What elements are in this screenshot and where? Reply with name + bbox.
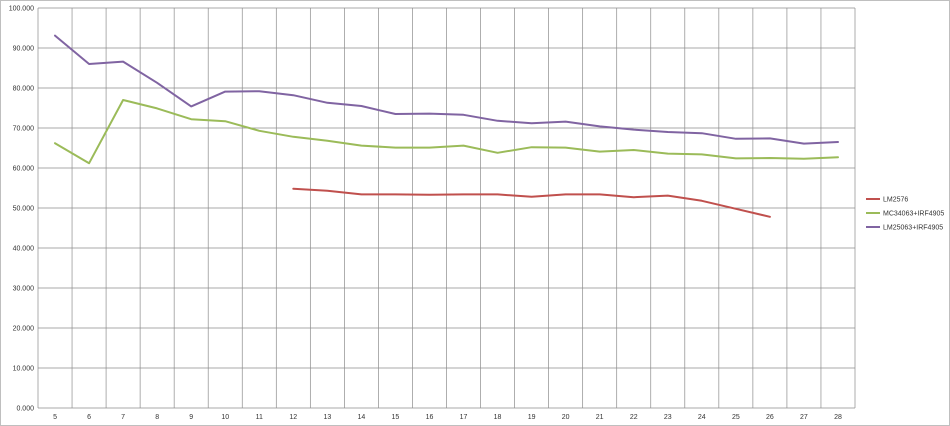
legend-label: LM2576: [883, 197, 908, 204]
x-tick-label: 14: [357, 414, 365, 421]
x-tick-label: 7: [121, 414, 125, 421]
y-tick-label: 40.000: [13, 246, 35, 253]
x-tick-label: 19: [528, 414, 536, 421]
y-tick-label: 90.000: [13, 46, 35, 53]
y-tick-label: 20.000: [13, 326, 35, 333]
y-tick-label: 0.000: [16, 406, 34, 413]
y-tick-label: 70.000: [13, 126, 35, 133]
legend-label: LM25063+IRF4905: [883, 225, 943, 232]
x-axis-ticks: 5 6 7 8 9 10 11 12 13 14 15 16 17 18 19 20 21 22 23 24 25 26 2…: [53, 414, 842, 421]
x-tick-label: 13: [323, 414, 331, 421]
x-tick-label: 22: [630, 414, 638, 421]
x-tick-label: 21: [596, 414, 604, 421]
y-tick-label: 30.000: [13, 286, 35, 293]
x-tick-label: 25: [732, 414, 740, 421]
y-tick-label: 50.000: [13, 206, 35, 213]
x-tick-label: 11: [256, 414, 263, 421]
x-tick-label: 5: [53, 414, 57, 421]
y-tick-label: 100.000: [9, 6, 34, 13]
x-tick-label: 17: [460, 414, 468, 421]
y-axis-ticks: 0.000 10.000 20.000 30.000 40.000 50.000 60.00…: [9, 6, 34, 413]
series-line-2: [54, 99, 839, 165]
x-tick-label: 26: [766, 414, 774, 421]
legend-label: MC34063+IRF4905: [883, 211, 944, 218]
x-tick-label: 27: [800, 414, 808, 421]
x-tick-label: 15: [392, 414, 400, 421]
series-line-3: [54, 34, 839, 145]
x-tick-label: 10: [221, 414, 229, 421]
x-tick-label: 6: [87, 414, 91, 421]
series-line-1: [292, 187, 771, 218]
y-tick-label: 60.000: [13, 166, 35, 173]
y-tick-label: 10.000: [13, 366, 35, 373]
x-tick-label: 9: [189, 414, 193, 421]
legend: LM2576 MC34063+IRF4905 LM25063+IRF4905: [866, 197, 944, 232]
x-tick-label: 8: [155, 414, 159, 421]
y-tick-label: 80.000: [13, 86, 35, 93]
x-tick-label: 23: [664, 414, 672, 421]
x-tick-label: 18: [494, 414, 502, 421]
x-tick-label: 24: [698, 414, 706, 421]
x-tick-label: 20: [562, 414, 570, 421]
x-tick-label: 12: [289, 414, 297, 421]
x-tick-label: 16: [426, 414, 434, 421]
x-tick-label: 28: [834, 414, 842, 421]
grid: [37, 7, 856, 409]
series-group: [54, 34, 839, 218]
